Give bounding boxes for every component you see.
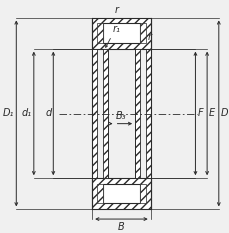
Bar <box>134 49 139 178</box>
Bar <box>103 23 139 43</box>
Text: d: d <box>45 108 51 118</box>
Text: d₁: d₁ <box>22 108 32 118</box>
Text: D: D <box>220 108 227 118</box>
Text: r₁: r₁ <box>112 24 120 34</box>
Text: r: r <box>114 5 118 15</box>
Bar <box>92 17 150 49</box>
Text: B₃: B₃ <box>116 111 126 121</box>
Bar <box>103 49 107 178</box>
Text: r: r <box>147 32 151 42</box>
Text: B: B <box>117 222 124 232</box>
Bar <box>139 23 145 43</box>
Text: E: E <box>208 108 214 118</box>
Text: D₁: D₁ <box>3 108 14 118</box>
Bar <box>145 49 150 178</box>
Bar <box>92 49 97 178</box>
Bar <box>97 184 103 203</box>
Bar <box>139 184 145 203</box>
Bar <box>97 23 103 43</box>
Bar <box>103 184 139 203</box>
Bar <box>107 49 134 178</box>
Bar <box>92 178 150 209</box>
Text: F: F <box>196 108 202 118</box>
